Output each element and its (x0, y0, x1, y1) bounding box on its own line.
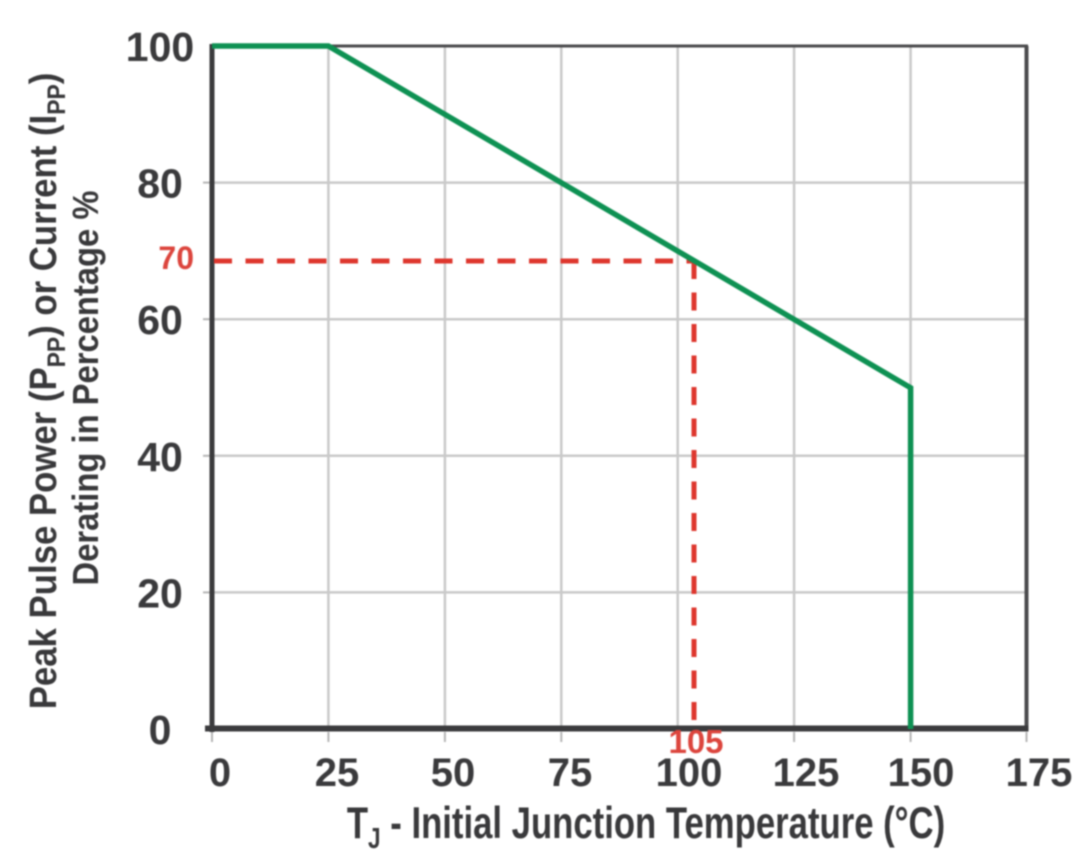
svg-text:TJ - Initial Junction Temperat: TJ - Initial Junction Temperature (°C) (347, 799, 945, 855)
svg-text:Derating in Percentage %: Derating in Percentage % (67, 191, 107, 586)
svg-text:0: 0 (209, 751, 231, 795)
svg-text:75: 75 (548, 751, 593, 795)
svg-text:60: 60 (137, 297, 183, 343)
svg-text:25: 25 (315, 751, 360, 795)
svg-text:100: 100 (656, 751, 723, 795)
svg-text:150: 150 (888, 751, 955, 795)
svg-text:40: 40 (137, 434, 183, 480)
svg-text:100: 100 (126, 24, 194, 70)
svg-text:105: 105 (668, 723, 723, 760)
svg-text:50: 50 (431, 751, 476, 795)
svg-text:80: 80 (137, 161, 183, 207)
svg-text:70: 70 (158, 240, 194, 276)
svg-text:125: 125 (773, 751, 840, 795)
svg-text:175: 175 (1006, 751, 1073, 795)
svg-text:20: 20 (137, 570, 183, 616)
svg-text:0: 0 (149, 707, 172, 753)
svg-text:Peak Pulse Power (PPP) or Curr: Peak Pulse Power (PPP) or Current (IPP) (22, 73, 72, 710)
